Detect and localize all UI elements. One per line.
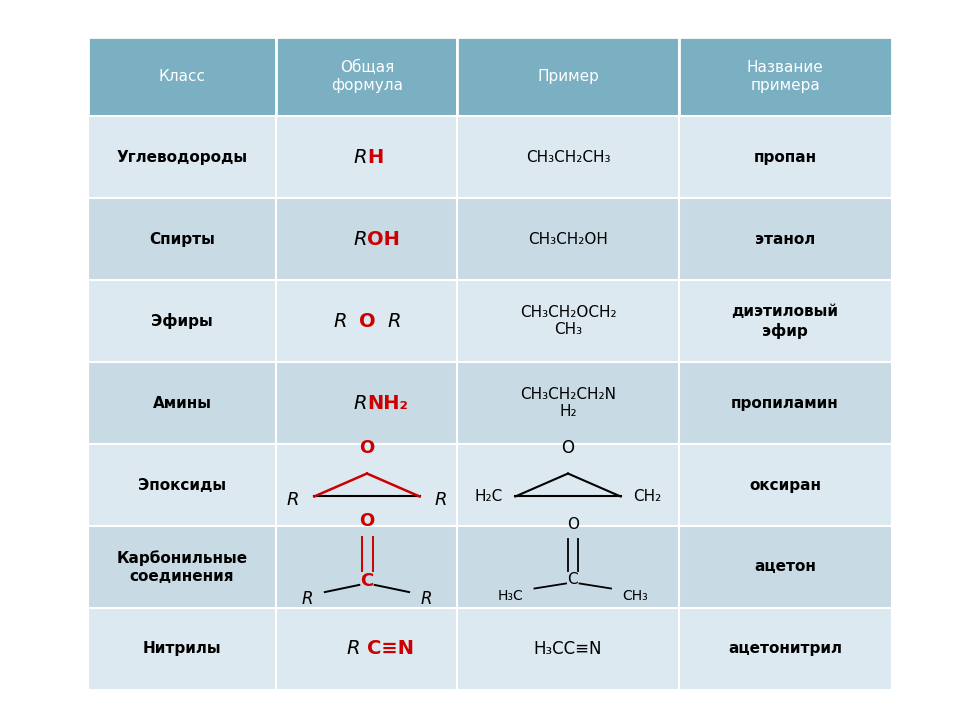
Bar [679,280,892,362]
Bar [276,608,457,690]
Text: пропиламин: пропиламин [732,395,839,410]
Bar [87,280,276,362]
Text: O: O [566,517,579,532]
Text: Общая
формула: Общая формула [331,60,403,94]
Text: R: R [287,491,300,509]
Bar [679,526,892,608]
Text: Название
примера: Название примера [747,60,824,94]
Text: CH₃CH₂CH₃: CH₃CH₂CH₃ [526,150,611,165]
Bar [679,116,892,198]
Bar [457,37,679,116]
Bar [276,198,457,280]
Text: Класс: Класс [158,69,205,84]
Text: H₃CC≡N: H₃CC≡N [534,640,602,658]
Text: ацетон: ацетон [755,559,816,575]
Text: этанол: этанол [755,232,815,246]
Text: C: C [567,572,578,588]
Text: O: O [359,312,375,330]
Bar [87,37,276,116]
Text: Амины: Амины [153,395,211,410]
Bar [276,526,457,608]
Text: диэтиловый
эфир: диэтиловый эфир [732,304,839,338]
Bar [276,116,457,198]
Bar [679,444,892,526]
Text: пропан: пропан [754,150,817,165]
Text: O: O [359,512,374,530]
Text: O: O [562,439,574,457]
Text: H₂C: H₂C [474,489,503,504]
Text: CH₃CH₂OCH₂
CH₃: CH₃CH₂OCH₂ CH₃ [519,305,616,337]
Bar [457,526,679,608]
Bar [87,116,276,198]
Bar [87,608,276,690]
Text: C≡N: C≡N [367,639,414,658]
Text: OH: OH [367,230,399,248]
Bar [679,37,892,116]
Bar [457,444,679,526]
Text: R: R [353,148,367,166]
Text: CH₃CH₂CH₂N
H₂: CH₃CH₂CH₂N H₂ [520,387,616,419]
Text: Углеводороды: Углеводороды [116,150,248,165]
Bar [457,608,679,690]
Text: Карбонильные
соединения: Карбонильные соединения [116,550,248,584]
Bar [276,280,457,362]
Text: CH₃CH₂OH: CH₃CH₂OH [528,232,608,246]
Bar [457,198,679,280]
Text: R: R [353,230,367,248]
Bar [276,362,457,444]
Text: H₃C: H₃C [497,589,523,603]
Text: оксиран: оксиран [749,477,821,492]
Bar [276,444,457,526]
Bar [87,444,276,526]
Bar [457,280,679,362]
Text: O: O [359,439,374,457]
Text: R: R [348,639,367,658]
Text: C: C [360,572,373,590]
Text: R: R [435,491,447,509]
Text: H: H [367,148,383,166]
Text: ацетонитрил: ацетонитрил [728,642,842,657]
Bar [457,362,679,444]
Text: R: R [333,312,347,330]
Text: Спирты: Спирты [149,232,215,246]
Text: R: R [353,394,367,413]
Bar [679,198,892,280]
Text: Эфиры: Эфиры [151,313,213,329]
Bar [87,362,276,444]
Bar [276,37,457,116]
Text: Пример: Пример [537,69,599,84]
Text: CH₂: CH₂ [634,489,661,504]
Text: CH₃: CH₃ [622,589,648,603]
Text: Эпоксиды: Эпоксиды [138,477,226,492]
Bar [87,198,276,280]
Bar [457,116,679,198]
Text: R: R [301,590,313,608]
Bar [679,608,892,690]
Text: R: R [387,312,400,330]
Text: NH₂: NH₂ [367,394,408,413]
Text: R: R [420,590,432,608]
Text: Нитрилы: Нитрилы [143,642,222,657]
Bar [679,362,892,444]
Bar [87,526,276,608]
